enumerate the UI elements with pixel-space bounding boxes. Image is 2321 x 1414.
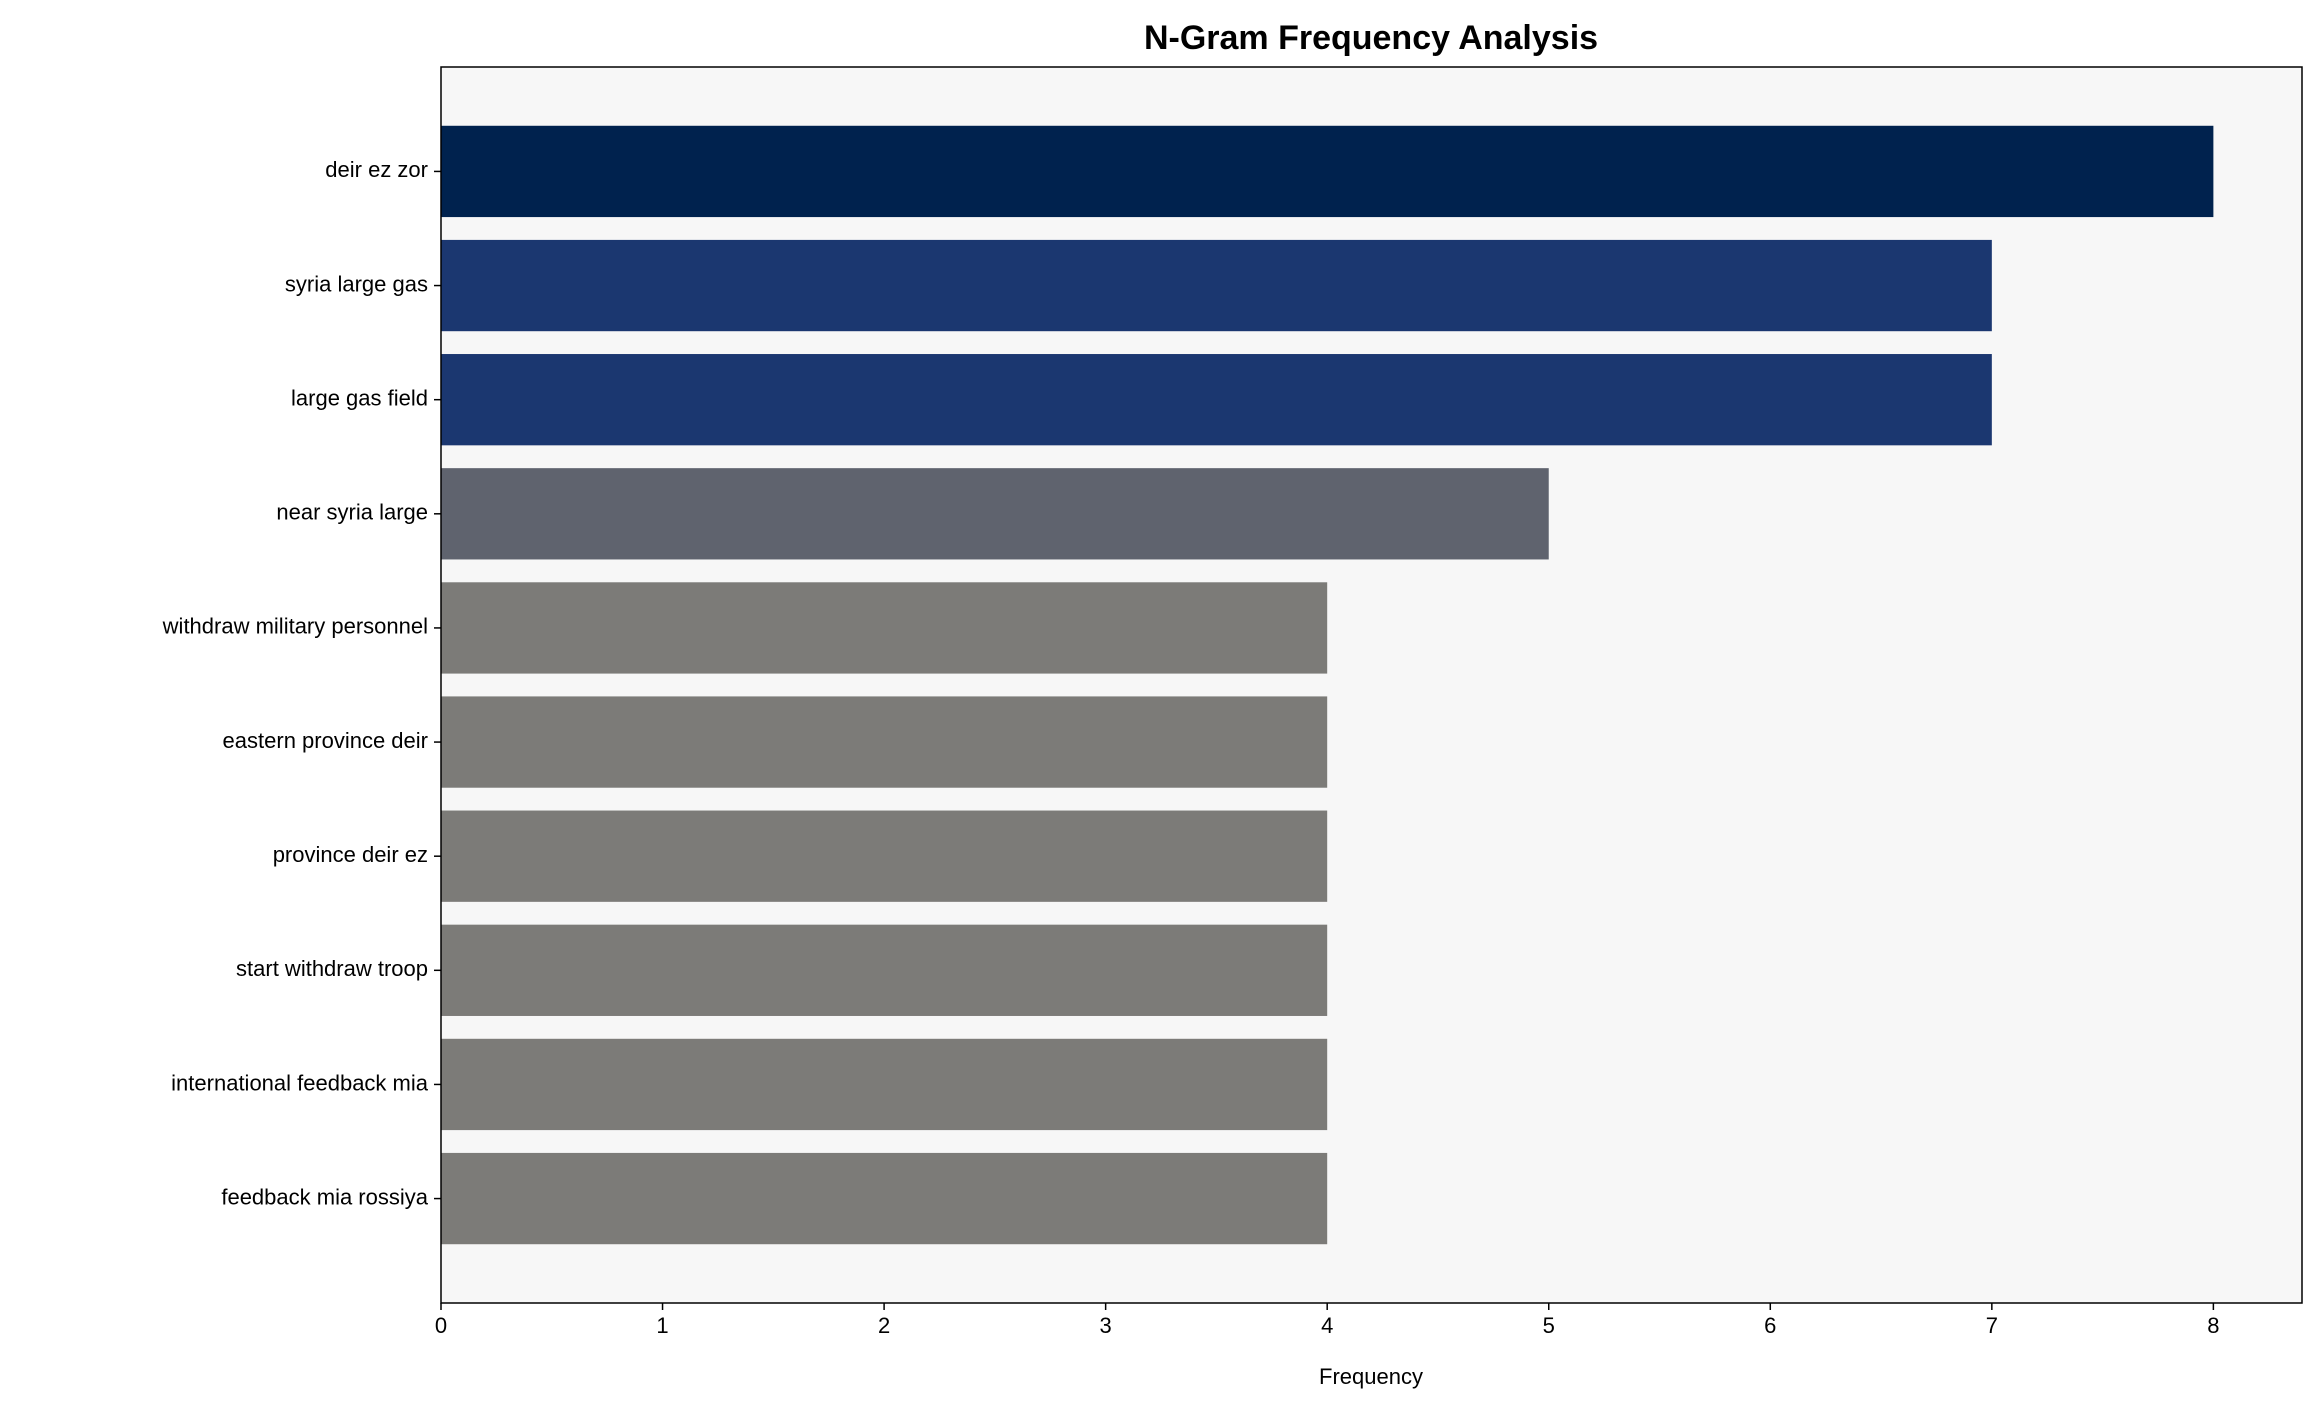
y-tick-label: deir ez zor [325,157,428,182]
bar [441,354,1992,446]
y-tick-label: large gas field [291,385,428,410]
x-tick-label: 6 [1764,1313,1776,1338]
bar [441,582,1328,674]
bar [441,924,1328,1016]
chart-title: N-Gram Frequency Analysis [1144,19,1598,57]
y-tick-label: start withdraw troop [236,956,428,981]
bar [441,1152,1328,1245]
y-tick-label: international feedback mia [171,1070,429,1095]
y-tick-label: eastern province deir [223,728,428,753]
bar [441,239,1992,332]
x-axis-label: Frequency [1319,1364,1423,1389]
x-tick-label: 8 [2207,1313,2219,1338]
bar [441,125,2214,218]
x-tick-label: 2 [878,1313,890,1338]
y-tick-label: province deir ez [273,842,428,867]
bar [441,468,1549,560]
bar [441,810,1328,902]
x-tick-label: 3 [1100,1313,1112,1338]
y-tick-label: near syria large [276,500,428,525]
x-tick-label: 5 [1543,1313,1555,1338]
y-tick-label: withdraw military personnel [162,614,428,639]
x-tick-label: 7 [1986,1313,1998,1338]
x-tick-label: 4 [1321,1313,1333,1338]
x-tick-label: 0 [435,1313,447,1338]
bar [441,1038,1328,1131]
x-tick-label: 1 [656,1313,668,1338]
y-tick-label: syria large gas [285,271,428,296]
axes-frame [440,66,2303,1304]
bar [441,696,1328,788]
y-tick-label: feedback mia rossiya [221,1184,428,1209]
